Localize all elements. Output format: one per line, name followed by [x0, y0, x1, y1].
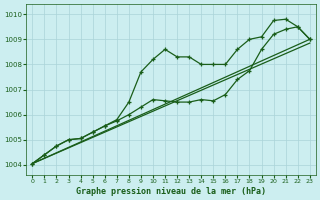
X-axis label: Graphe pression niveau de la mer (hPa): Graphe pression niveau de la mer (hPa)	[76, 187, 266, 196]
